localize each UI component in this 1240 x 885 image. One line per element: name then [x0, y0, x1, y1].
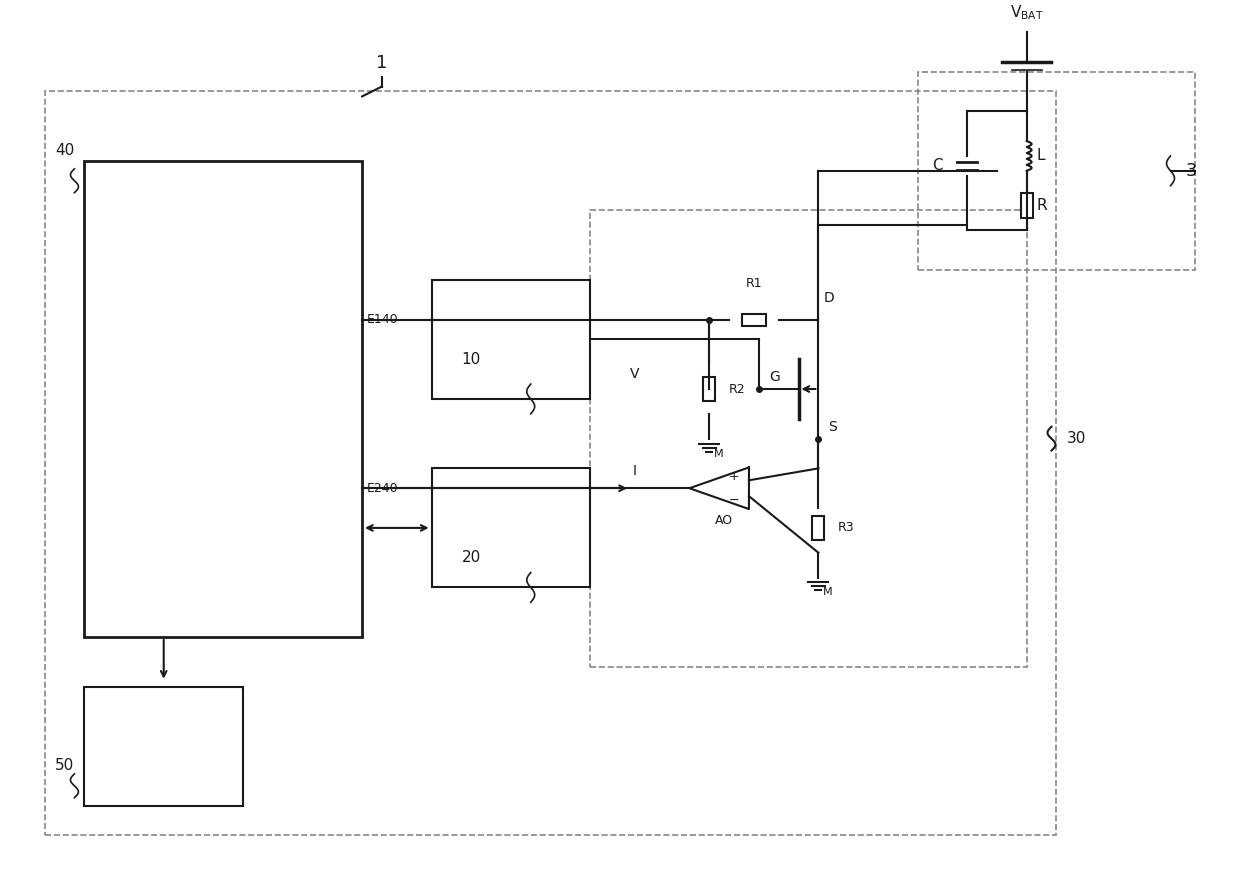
- Bar: [432, 280, 590, 399]
- Bar: [84, 161, 362, 637]
- Text: AO: AO: [715, 514, 733, 527]
- Text: 10: 10: [461, 351, 481, 366]
- Text: D: D: [823, 291, 835, 304]
- Text: R2: R2: [729, 382, 745, 396]
- Text: V$_{\rm BAT}$: V$_{\rm BAT}$: [1009, 4, 1044, 22]
- Text: −: −: [729, 494, 739, 506]
- Text: L: L: [1037, 149, 1045, 164]
- Text: I: I: [632, 465, 637, 478]
- Text: G: G: [769, 370, 780, 384]
- Bar: [45, 91, 1056, 835]
- Bar: [84, 687, 243, 805]
- Text: S: S: [828, 419, 837, 434]
- Bar: [812, 515, 825, 541]
- Text: E240: E240: [367, 481, 399, 495]
- Bar: [703, 377, 715, 402]
- Text: E140: E140: [367, 313, 399, 326]
- Text: M: M: [714, 449, 724, 458]
- Text: R1: R1: [745, 277, 763, 290]
- Bar: [918, 72, 1195, 270]
- Text: R3: R3: [838, 521, 854, 535]
- Bar: [432, 468, 590, 588]
- Text: 20: 20: [461, 550, 481, 566]
- Text: 30: 30: [1066, 431, 1086, 446]
- Bar: [590, 211, 1027, 666]
- Bar: [742, 313, 766, 326]
- Text: 40: 40: [56, 143, 74, 158]
- Text: 3: 3: [1185, 162, 1197, 180]
- Text: 50: 50: [56, 758, 74, 773]
- Text: +: +: [729, 470, 739, 483]
- Bar: [1021, 193, 1033, 218]
- Text: C: C: [931, 158, 942, 173]
- Text: V: V: [630, 367, 640, 381]
- Text: 1: 1: [376, 54, 388, 72]
- Text: R: R: [1037, 198, 1048, 213]
- Text: M: M: [823, 588, 833, 597]
